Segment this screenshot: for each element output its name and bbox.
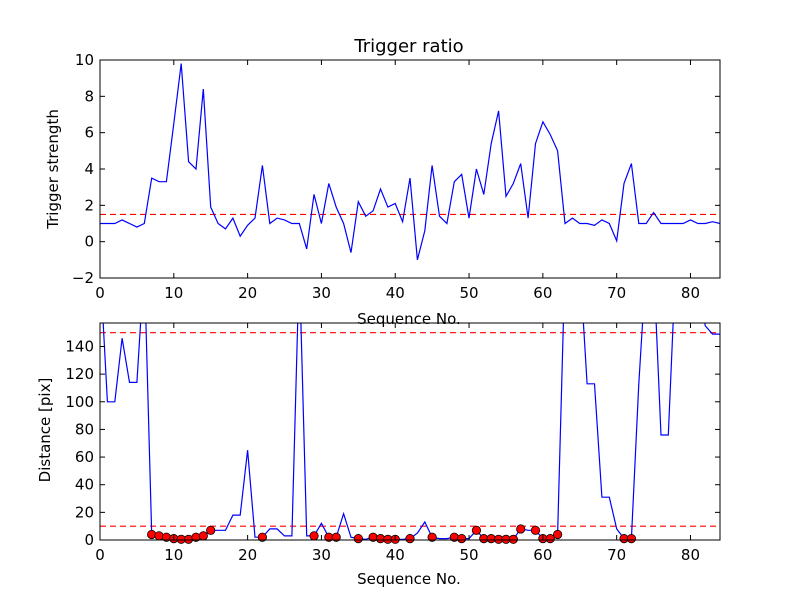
bottom-marker-point-8 xyxy=(206,525,216,535)
bottom-y-tick-label-3: 60 xyxy=(75,448,94,466)
chart-title: Trigger ratio xyxy=(353,36,463,57)
top-y-tick-label-5: 8 xyxy=(84,87,94,105)
bottom-marker-point-29 xyxy=(530,525,541,535)
bottom-y-tick-label-2: 40 xyxy=(75,476,94,494)
bottom-x-tick-label-1: 10 xyxy=(164,546,183,564)
bottom-x-tick-label-0: 0 xyxy=(95,546,105,564)
top-y-tick-label-3: 4 xyxy=(84,160,94,178)
top-y-tick-label-6: 10 xyxy=(75,51,94,69)
top-y-tick-label-1: 0 xyxy=(84,233,94,251)
bottom-axes-frame xyxy=(99,322,721,541)
bottom-x-tick-label-8: 80 xyxy=(681,546,700,564)
top-y-tick-label-0: −2 xyxy=(72,269,94,287)
bottom-y-tick-label-6: 120 xyxy=(65,365,94,383)
bottom-marker-point-7 xyxy=(198,531,208,541)
bottom-y-tick-label-7: 140 xyxy=(65,337,94,355)
bottom-x-axis-label: Sequence No. xyxy=(357,570,461,588)
top-x-tick-label-1: 10 xyxy=(164,284,183,302)
bottom-marker-point-21 xyxy=(457,534,467,544)
trigger-ratio-panel: Trigger ratio 0 10 20 30 40 50 60 70 80−20246810… xyxy=(44,36,721,328)
bottom-marker-point-10 xyxy=(309,531,319,541)
bottom-marker-point-27 xyxy=(508,534,518,544)
bottom-y-tick-label-0: 0 xyxy=(84,531,94,549)
top-y-tick-label-4: 6 xyxy=(84,124,94,142)
bottom-x-tick-label-7: 70 xyxy=(607,546,626,564)
bottom-marker-point-34 xyxy=(626,534,637,544)
bottom-marker-point-18 xyxy=(405,534,415,544)
bottom-marker-point-22 xyxy=(471,525,482,535)
bottom-y-tick-label-1: 20 xyxy=(75,503,94,521)
top-series-line xyxy=(100,63,720,260)
bottom-x-tick-label-2: 20 xyxy=(238,546,257,564)
bottom-y-tick-label-4: 80 xyxy=(75,420,94,438)
bottom-marker-point-1 xyxy=(154,531,164,541)
bottom-marker-point-32 xyxy=(553,529,563,540)
top-x-tick-label-2: 20 xyxy=(238,284,257,302)
top-x-axis-label: Sequence No. xyxy=(357,310,461,328)
bottom-marker-point-19 xyxy=(427,532,437,542)
bottom-x-tick-label-3: 30 xyxy=(312,546,331,564)
bottom-y-axis-label: Distance [pix] xyxy=(36,378,54,483)
bottom-marker-point-28 xyxy=(516,524,526,534)
top-y-tick-label-2: 2 xyxy=(84,196,94,214)
top-x-tick-label-3: 30 xyxy=(312,284,331,302)
bottom-marker-point-0 xyxy=(147,529,157,540)
bottom-x-tick-label-5: 50 xyxy=(460,546,479,564)
top-x-tick-label-5: 50 xyxy=(460,284,479,302)
bottom-marker-point-13 xyxy=(353,534,363,544)
top-y-axis-label: Trigger strength xyxy=(44,109,62,230)
distance-panel: 0 10 20 30 40 50 60 70 80 0 20 40 60 80 100 120 140 Sequ… xyxy=(36,322,721,588)
bottom-marker-point-31 xyxy=(545,534,555,544)
top-x-tick-label-0: 0 xyxy=(95,284,105,302)
top-x-tick-label-8: 80 xyxy=(681,284,700,302)
bottom-marker-point-9 xyxy=(257,532,267,542)
top-x-tick-label-6: 60 xyxy=(533,284,552,302)
bottom-marker-point-12 xyxy=(331,532,341,542)
top-x-tick-label-7: 70 xyxy=(607,284,626,302)
bottom-y-tick-label-5: 100 xyxy=(65,393,94,411)
bottom-x-tick-label-4: 40 xyxy=(386,546,405,564)
distance-plot-area: 0 10 20 30 40 50 60 70 80 0 20 40 60 80 100 120 140 xyxy=(65,322,721,564)
top-x-tick-label-4: 40 xyxy=(386,284,405,302)
bottom-x-tick-label-6: 60 xyxy=(533,546,552,564)
